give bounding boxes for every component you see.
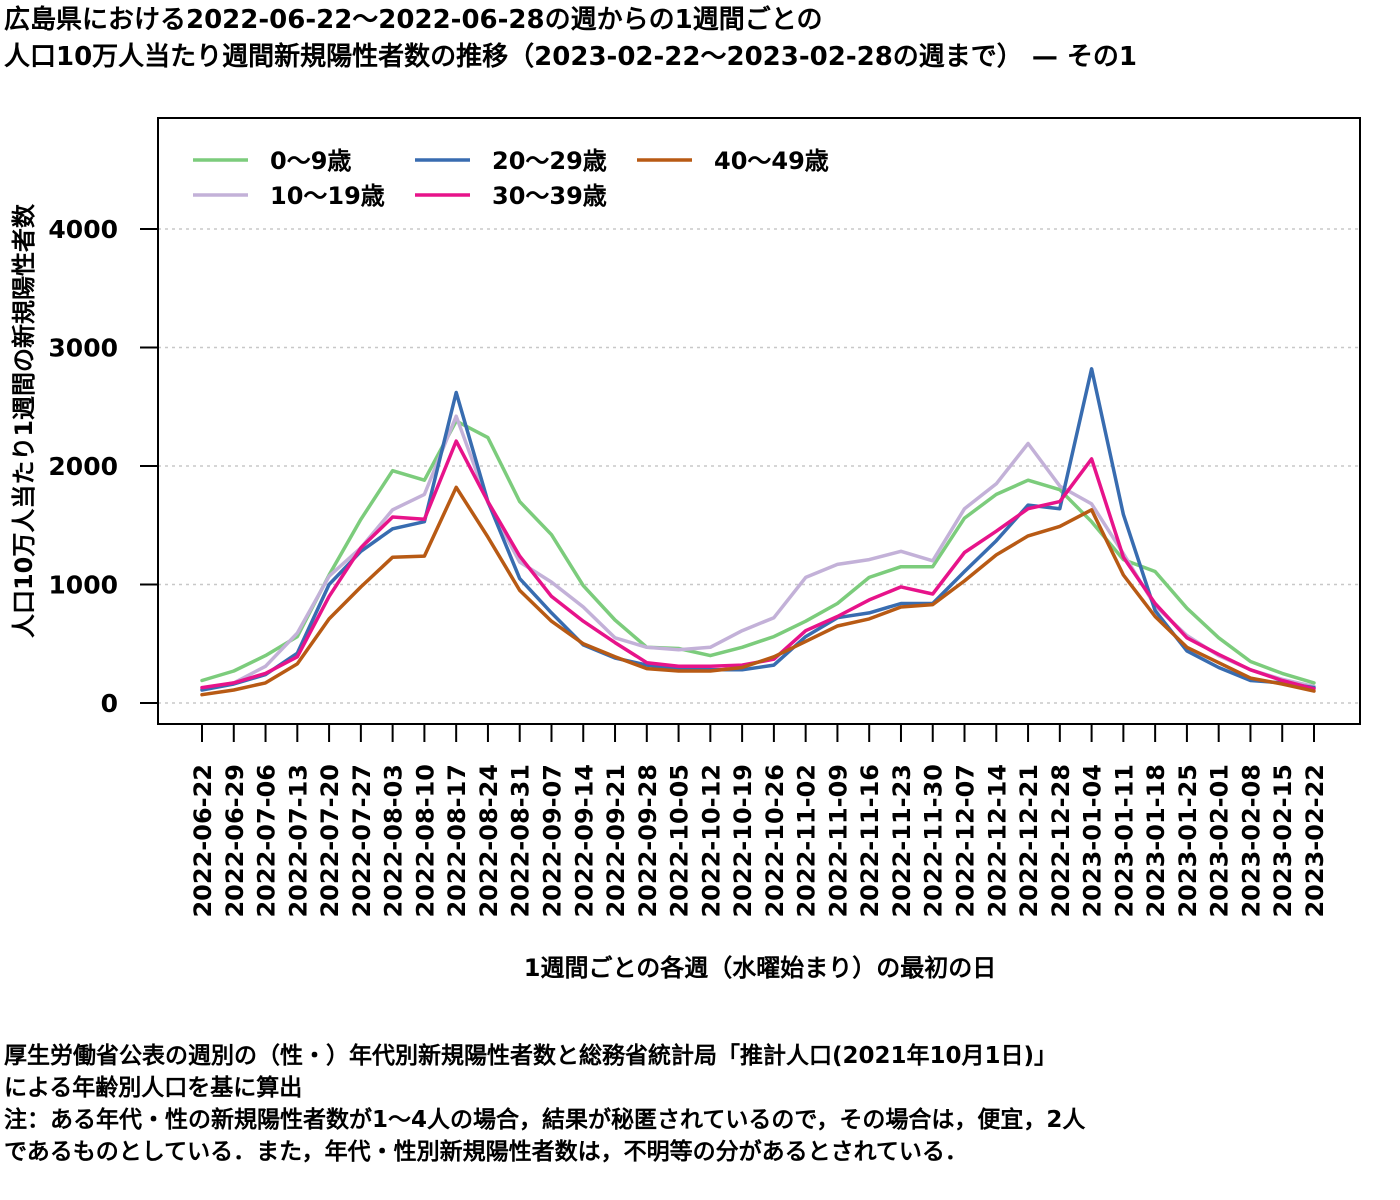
x-tick-label: 2022-07-06 bbox=[253, 764, 281, 918]
chart-title: 広島県における2022-06-22〜2022-06-28の週からの1週間ごとの … bbox=[4, 2, 1394, 76]
x-tick-label: 2022-06-29 bbox=[221, 764, 249, 918]
x-tick-label: 2022-11-02 bbox=[793, 764, 821, 918]
x-tick-label: 2022-09-07 bbox=[538, 764, 566, 918]
y-tick-label: 2000 bbox=[48, 452, 118, 481]
x-tick-label: 2022-12-07 bbox=[952, 764, 980, 918]
x-tick-label: 2022-12-14 bbox=[983, 764, 1011, 918]
x-tick-label: 2022-11-16 bbox=[856, 764, 884, 918]
y-tick-label: 0 bbox=[101, 689, 118, 718]
x-tick-label: 2023-02-22 bbox=[1301, 764, 1329, 918]
y-tick-label: 1000 bbox=[48, 571, 118, 600]
legend-label-3: 30〜39歳 bbox=[492, 182, 607, 210]
footnote-line-4: であるものとしている．また，年代・性別新規陽性者数は，不明等の分があるとされてい… bbox=[4, 1139, 968, 1165]
chart-title-line-2: 人口10万人当たり週間新規陽性者数の推移（2023-02-22〜2023-02-… bbox=[4, 42, 1137, 72]
x-tick-label: 2022-11-30 bbox=[920, 764, 948, 918]
x-tick-label: 2023-01-18 bbox=[1142, 764, 1170, 918]
x-axis-label: 1週間ごとの各週（水曜始まり）の最初の日 bbox=[524, 954, 996, 982]
x-tick-label: 2022-06-22 bbox=[189, 764, 217, 918]
x-tick-label: 2022-10-12 bbox=[697, 764, 725, 918]
x-tick-label: 2023-01-11 bbox=[1110, 764, 1138, 918]
legend-label-2: 20〜29歳 bbox=[492, 147, 607, 175]
x-tick-label: 2022-08-10 bbox=[411, 764, 439, 918]
x-tick-label: 2023-02-15 bbox=[1269, 764, 1297, 918]
series-line-1 bbox=[200, 414, 1316, 691]
series-lines bbox=[200, 367, 1316, 697]
x-tick-label: 2022-10-19 bbox=[729, 764, 757, 918]
y-axis-label: 人口10万人当たり1週間の新規陽性者数 bbox=[10, 203, 38, 638]
legend: 0〜9歳 10〜19歳 20〜29歳 30〜39歳 40〜49歳 bbox=[193, 147, 829, 210]
series-line-4 bbox=[200, 485, 1316, 697]
plot-frame bbox=[157, 117, 1361, 725]
x-tick-label: 2022-10-05 bbox=[666, 764, 694, 918]
x-tick-label: 2022-09-28 bbox=[634, 764, 662, 918]
footnote-line-1: 厚生労働省公表の週別の（性・）年代別新規陽性者数と総務省統計局「推計人口(202… bbox=[4, 1043, 1058, 1069]
x-tick-label: 2022-08-24 bbox=[475, 764, 503, 918]
legend-label-4: 40〜49歳 bbox=[714, 147, 829, 175]
x-tick-label: 2022-12-21 bbox=[1015, 764, 1043, 918]
footnote-line-3: 注：ある年代・性の新規陽性者数が1〜4人の場合，結果が秘匿されているので，その場… bbox=[4, 1107, 1086, 1133]
x-tick-label: 2023-02-01 bbox=[1206, 764, 1234, 918]
footnote-line-2: による年齢別人口を基に算出 bbox=[4, 1075, 303, 1101]
x-tick-label: 2022-07-20 bbox=[316, 764, 344, 918]
x-tick-label: 2022-08-03 bbox=[380, 764, 408, 918]
x-tick-label: 2022-07-27 bbox=[348, 764, 376, 918]
legend-label-1: 10〜19歳 bbox=[270, 182, 385, 210]
x-tick-label: 2023-01-25 bbox=[1174, 764, 1202, 918]
x-tick-label: 2022-10-26 bbox=[761, 764, 789, 918]
x-tick-label: 2022-08-31 bbox=[507, 764, 535, 918]
x-tick-label: 2023-01-04 bbox=[1079, 764, 1107, 918]
x-tick-label: 2022-09-21 bbox=[602, 764, 630, 918]
x-tick-label: 2022-12-28 bbox=[1047, 764, 1075, 918]
x-tick-label: 2023-02-08 bbox=[1237, 764, 1265, 918]
chart-title-line-1: 広島県における2022-06-22〜2022-06-28の週からの1週間ごとの bbox=[4, 5, 823, 35]
series-line-0 bbox=[200, 419, 1316, 685]
x-tick-label: 2022-11-23 bbox=[888, 764, 916, 918]
y-axis-ticks: 0 1000 2000 3000 4000 bbox=[48, 215, 158, 718]
legend-label-0: 0〜9歳 bbox=[270, 147, 351, 175]
series-line-3 bbox=[200, 439, 1316, 691]
y-tick-label: 4000 bbox=[48, 215, 118, 244]
x-tick-label: 2022-08-17 bbox=[443, 764, 471, 918]
x-tick-label: 2022-11-09 bbox=[824, 764, 852, 918]
x-tick-label: 2022-07-13 bbox=[284, 764, 312, 918]
x-tick-label: 2022-09-14 bbox=[570, 764, 598, 918]
footnotes: 厚生労働省公表の週別の（性・）年代別新規陽性者数と総務省統計局「推計人口(202… bbox=[4, 1040, 1398, 1168]
y-tick-label: 3000 bbox=[48, 334, 118, 363]
x-axis-ticks: 2022-06-22 2022-06-29 2022-07-06 2022-07-13… bbox=[189, 724, 1329, 918]
series-line-2 bbox=[200, 367, 1316, 692]
grid-lines bbox=[158, 228, 1360, 704]
